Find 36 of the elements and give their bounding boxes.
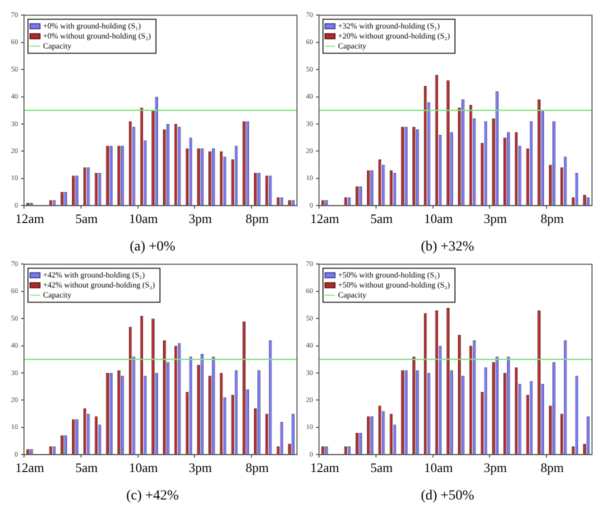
text: (d) +50%	[420, 488, 475, 504]
text: (a) +0%	[130, 239, 176, 254]
x-tick-label: 12am	[15, 460, 44, 475]
legend-label: +0% without ground-holding (S₂)	[43, 31, 152, 40]
x-tick-label: 3pm	[484, 460, 507, 475]
x-tick-label: 3pm	[188, 460, 212, 475]
x-tick-label: 12am	[15, 210, 44, 226]
legend-label: Capacity	[43, 290, 72, 300]
x-tick-label: 5am	[370, 210, 393, 226]
legend-label: +42% with ground-holding (S₁)	[43, 270, 146, 280]
legend-label: Capacity	[338, 41, 366, 50]
x-tick-label: 8pm	[246, 460, 269, 475]
x-tick-label: 8pm	[540, 460, 564, 475]
x-tick-label: 10am	[424, 460, 453, 475]
x-tick-label: 5am	[75, 210, 98, 226]
x-tick-label: 5am	[75, 460, 98, 475]
x-tick-label: 10am	[128, 210, 158, 226]
x-tick-label: 5am	[370, 460, 393, 475]
legend-label: Capacity	[338, 290, 366, 300]
x-tick-label: 12am	[310, 460, 340, 475]
legend-label: +50% without ground-holding (S₂)	[338, 280, 450, 290]
legend-label: +20% without ground-holding (S₂)	[338, 31, 450, 40]
x-tick-label: 10am	[424, 210, 453, 226]
legend-label: +50% with ground-holding (S₁)	[338, 270, 440, 280]
x-tick-label: 8pm	[540, 210, 564, 226]
legend-label: +42% without ground-holding (S₂)	[43, 280, 156, 290]
x-tick-label: 10am	[128, 460, 158, 475]
x-tick-label: 3pm	[484, 210, 507, 226]
x-tick-label: 8pm	[246, 210, 269, 226]
text: (b) +32%	[420, 239, 475, 254]
legend-label: +0% with ground-holding (S₁)	[43, 21, 142, 30]
x-tick-label: 3pm	[188, 210, 212, 226]
text: (c) +42%	[126, 488, 180, 504]
x-tick-label: 12am	[310, 210, 340, 226]
legend-label: +32% with ground-holding (S₁)	[338, 21, 440, 30]
legend-label: Capacity	[43, 41, 72, 50]
